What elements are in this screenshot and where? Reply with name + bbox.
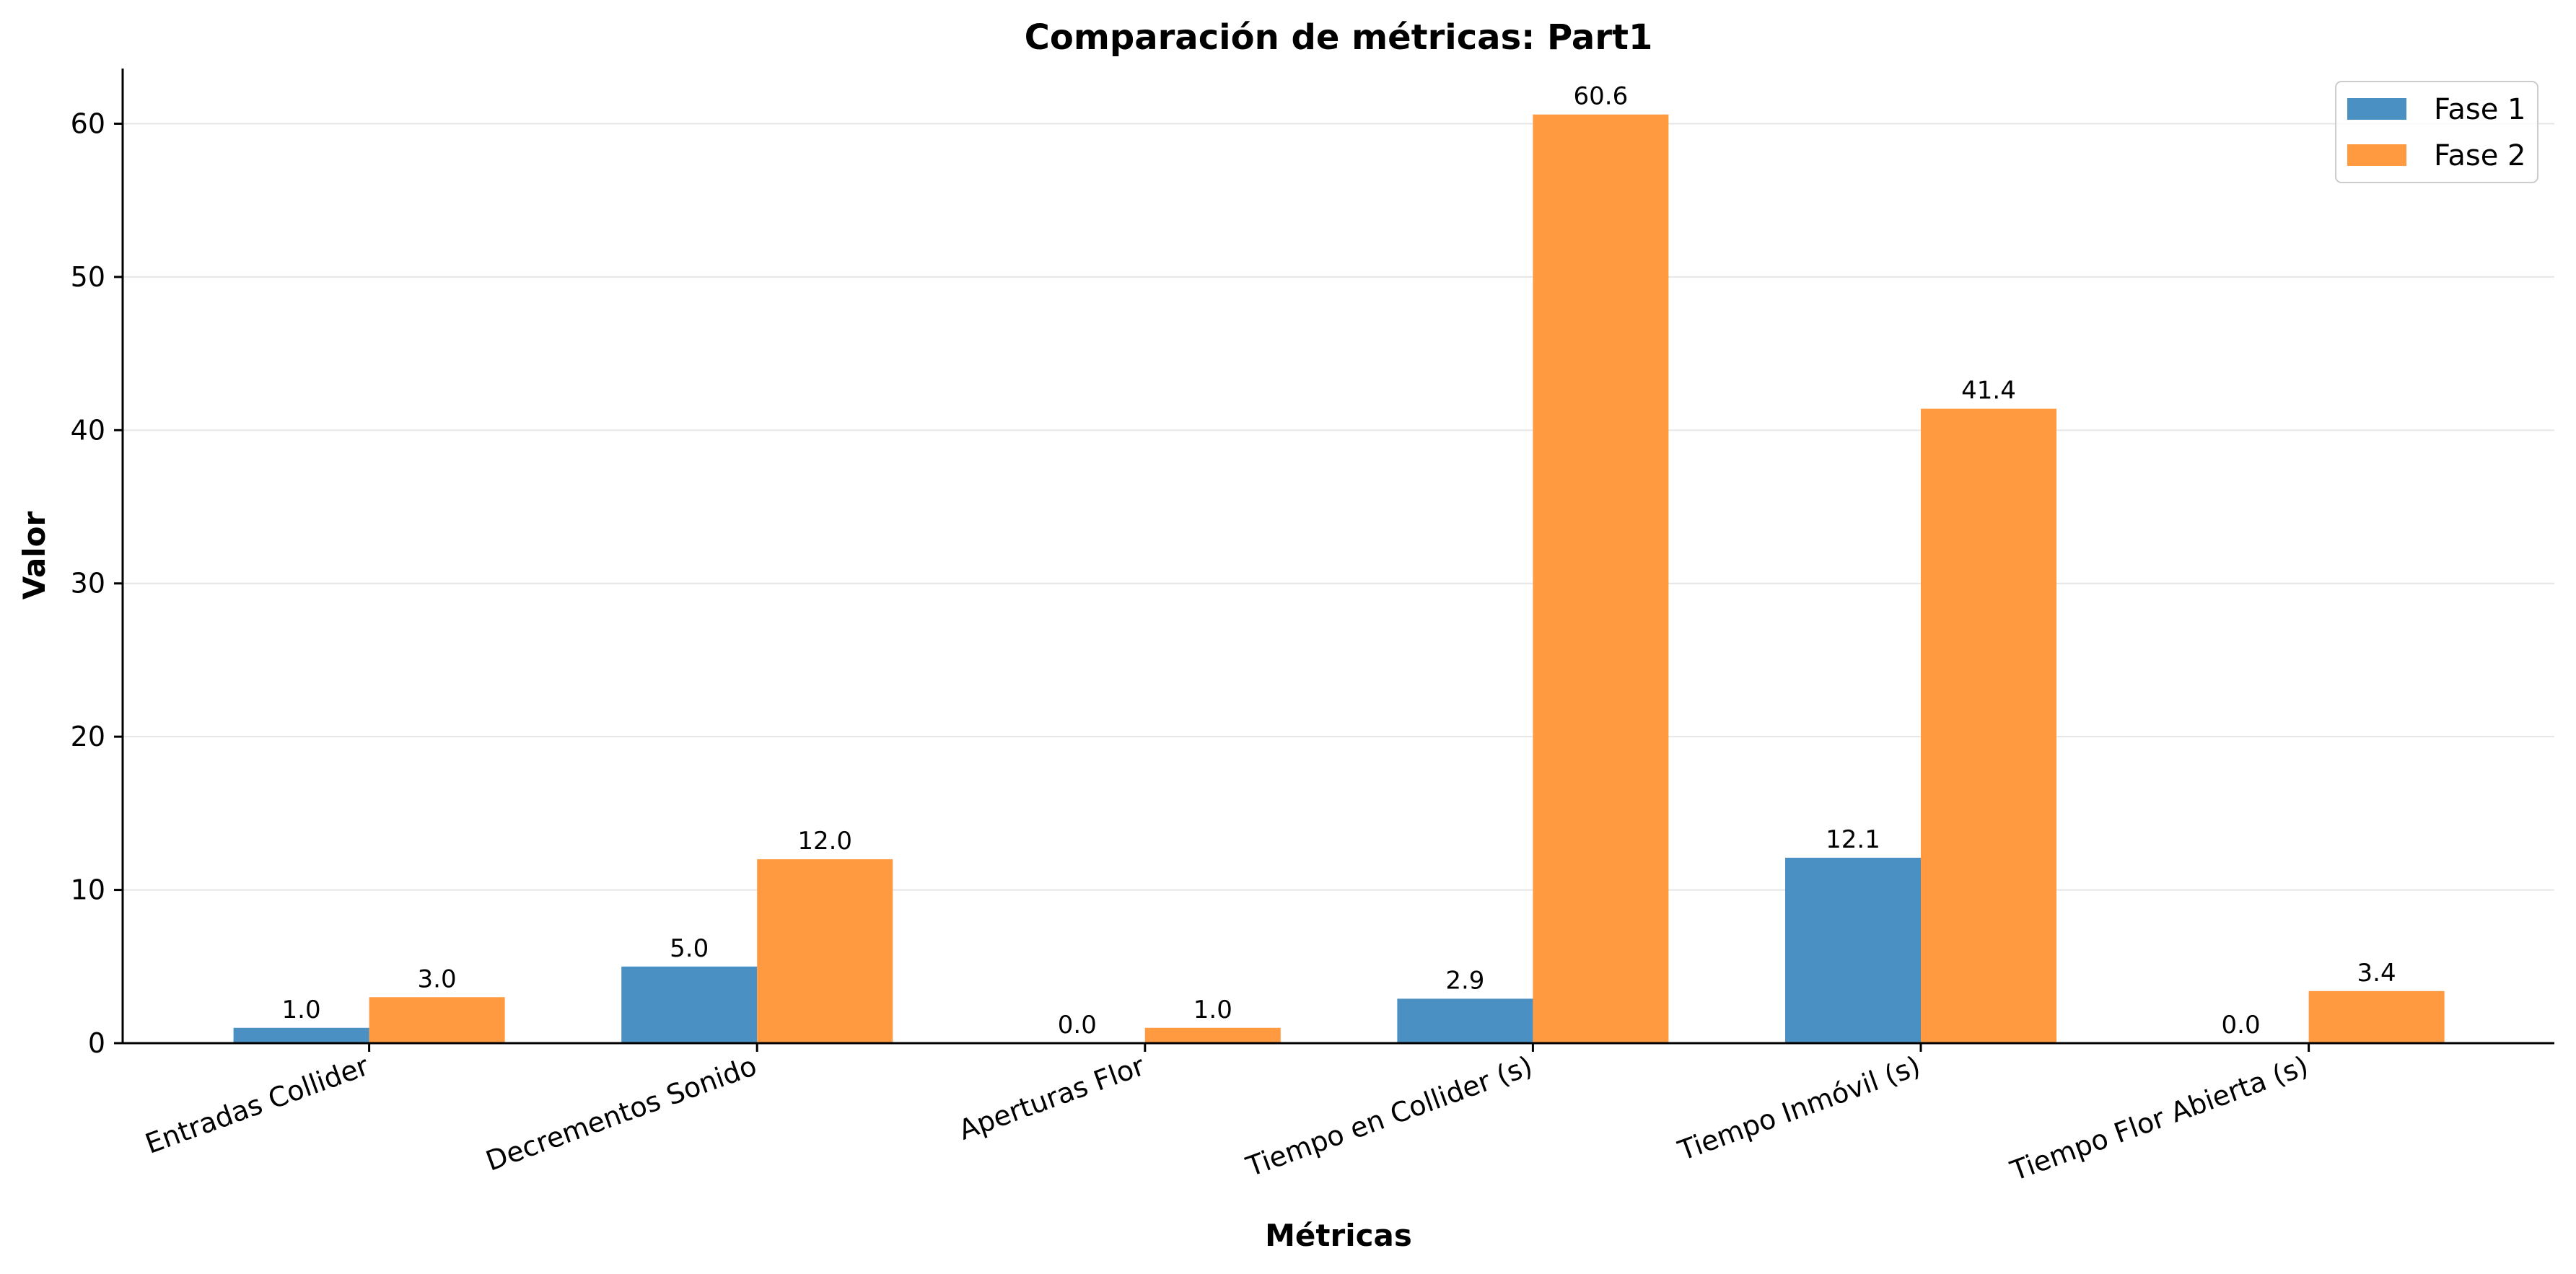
y-ticks: 0 10 20 30 40 50 60: [71, 107, 123, 1059]
data-label: 5.0: [670, 934, 709, 963]
data-label: 1.0: [282, 996, 321, 1024]
legend-swatch-fase-1: [2347, 98, 2406, 120]
data-label: 0.0: [1058, 1011, 1097, 1040]
x-axis-label: Métricas: [1265, 1218, 1412, 1253]
legend-swatch-fase-2: [2347, 144, 2406, 166]
bars: [233, 114, 2445, 1043]
x-ticks: Entradas Collider Decrementos Sonido Apert…: [141, 1043, 2313, 1187]
y-tick-label: 0: [88, 1027, 105, 1059]
data-labels: 1.0 5.0 0.0 2.9 12.1 0.0 3.0 12.0 1.0 60.6 41.4 3.4: [282, 82, 2396, 1040]
x-tick-label: Entradas Collider: [141, 1050, 374, 1160]
y-tick-label: 20: [71, 721, 105, 752]
x-tick-label: Tiempo Flor Abierta (s): [2006, 1050, 2313, 1187]
data-label: 1.0: [1193, 996, 1232, 1024]
bar-fase-2: [1921, 408, 2056, 1043]
data-label: 3.4: [2357, 959, 2396, 988]
x-tick-label: Tiempo Inmóvil (s): [1673, 1050, 1924, 1167]
data-label: 2.9: [1445, 966, 1484, 995]
x-tick-label: Decrementos Sonido: [481, 1050, 761, 1177]
bar-fase-1: [1397, 998, 1533, 1043]
y-axis-label: Valor: [17, 511, 52, 599]
bar-fase-1: [621, 966, 758, 1043]
legend: Fase 1 Fase 2: [2335, 81, 2538, 183]
bar-fase-2: [1533, 114, 1669, 1043]
axes: [121, 69, 2554, 1045]
y-tick-label: 40: [71, 414, 105, 446]
legend-label-fase-1: Fase 1: [2434, 93, 2525, 126]
bar-fase-1: [1785, 857, 1921, 1043]
data-label: 12.0: [797, 827, 852, 856]
chart-title: Comparación de métricas: Part1: [1025, 17, 1653, 58]
bar-fase-2: [757, 859, 893, 1043]
x-tick-label: Aperturas Flor: [955, 1050, 1149, 1146]
data-label: 12.1: [1826, 825, 1880, 854]
data-label: 3.0: [418, 965, 457, 993]
y-tick-label: 60: [71, 107, 105, 139]
grid-lines: [123, 123, 2554, 1044]
bar-fase-2: [2308, 990, 2445, 1043]
x-tick-label: Tiempo en Collider (s): [1242, 1050, 1537, 1183]
data-label: 0.0: [2222, 1011, 2261, 1040]
bar-fase-1: [233, 1027, 369, 1043]
data-label: 41.4: [1961, 377, 2016, 405]
data-label: 60.6: [1574, 82, 1629, 111]
y-tick-label: 10: [71, 874, 105, 906]
y-tick-label: 50: [71, 261, 105, 293]
y-tick-label: 30: [71, 568, 105, 599]
bar-fase-2: [1144, 1027, 1281, 1043]
bar-fase-2: [369, 997, 505, 1043]
legend-label-fase-2: Fase 2: [2434, 139, 2525, 172]
